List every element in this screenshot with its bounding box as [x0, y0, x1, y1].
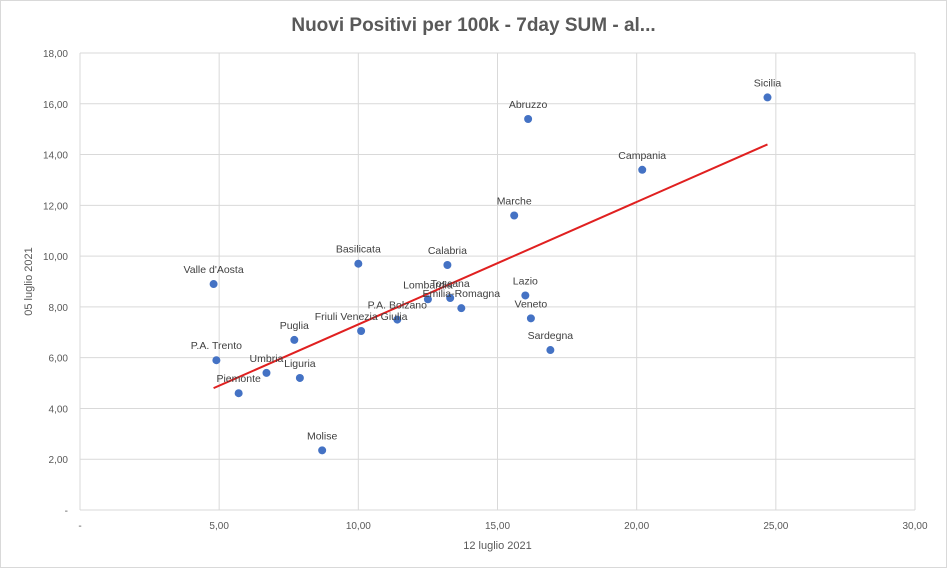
data-label: P.A. Bolzano [368, 300, 428, 312]
data-point [524, 115, 533, 124]
data-label: Liguria [284, 358, 316, 370]
x-tick-label: 10,00 [346, 521, 371, 532]
data-label: Marche [497, 195, 532, 207]
data-point [521, 291, 530, 300]
data-label: Campania [618, 150, 666, 162]
y-tick-label: 10,00 [43, 252, 68, 263]
data-point [354, 259, 363, 268]
y-tick-label: 16,00 [43, 100, 68, 111]
data-label: Sardegna [528, 330, 574, 342]
trendline [213, 143, 768, 390]
data-label: Calabria [428, 245, 467, 257]
data-point [262, 368, 271, 377]
x-tick-label: 20,00 [624, 521, 649, 532]
y-tick-label: 4,00 [49, 404, 69, 415]
data-label: Emilia-Romagna [423, 288, 501, 300]
data-label: Piemonte [216, 373, 261, 385]
data-point [457, 304, 466, 313]
y-tick-label: 2,00 [49, 455, 69, 466]
data-point [526, 314, 535, 323]
y-tick-label: 6,00 [49, 354, 69, 365]
data-point [295, 373, 304, 382]
data-point [290, 335, 299, 344]
data-point [357, 327, 366, 336]
data-point [209, 280, 218, 289]
data-point [546, 346, 555, 355]
x-tick-label: - [78, 521, 81, 532]
y-tick-label: - [65, 506, 68, 517]
data-point [234, 389, 243, 398]
y-axis-label: 05 luglio 2021 [23, 247, 35, 316]
chart-title: Nuovi Positivi per 100k - 7day SUM - al.… [291, 15, 656, 36]
data-label: Basilicata [336, 244, 381, 256]
data-point [510, 211, 519, 220]
data-point [443, 260, 452, 269]
y-tick-label: 12,00 [43, 201, 68, 212]
x-tick-label: 30,00 [902, 521, 927, 532]
y-tick-label: 14,00 [43, 151, 68, 162]
data-label: Molise [307, 430, 338, 442]
data-point [212, 356, 221, 365]
data-label: Sicilia [754, 77, 782, 89]
data-point [763, 93, 772, 102]
data-label: Puglia [280, 320, 309, 332]
data-label: Abruzzo [509, 99, 548, 111]
data-label: Veneto [515, 298, 548, 310]
data-label: P.A. Trento [191, 340, 242, 352]
data-point [393, 315, 402, 324]
data-label: Lazio [513, 275, 538, 287]
y-tick-label: 18,00 [43, 49, 68, 60]
data-point [423, 295, 432, 304]
x-axis-label: 12 luglio 2021 [463, 540, 532, 552]
x-tick-label: 15,00 [485, 521, 510, 532]
y-tick-label: 8,00 [49, 303, 69, 314]
data-point [638, 165, 647, 174]
data-label: Friuli Venezia Giulia [315, 311, 408, 323]
data-label: Toscana [431, 278, 470, 290]
data-label: Umbria [250, 353, 284, 365]
data-point [318, 446, 327, 455]
data-point [446, 294, 455, 303]
data-label: Lombardia [403, 279, 453, 291]
x-tick-label: 25,00 [763, 521, 788, 532]
x-tick-label: 5,00 [209, 521, 229, 532]
data-label: Valle d'Aosta [184, 264, 244, 276]
